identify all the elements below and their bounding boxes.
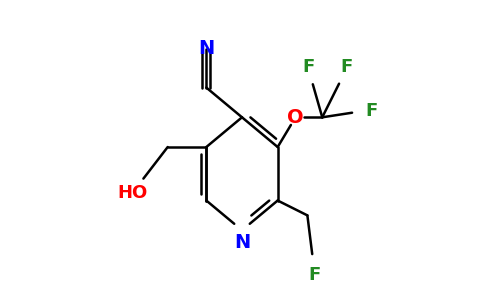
Text: N: N [198, 39, 214, 58]
Text: O: O [287, 108, 304, 127]
Text: F: F [365, 102, 378, 120]
Text: F: F [303, 58, 315, 76]
Text: N: N [234, 232, 250, 252]
Text: HO: HO [117, 184, 147, 202]
Text: F: F [309, 266, 321, 284]
Text: F: F [340, 58, 352, 76]
